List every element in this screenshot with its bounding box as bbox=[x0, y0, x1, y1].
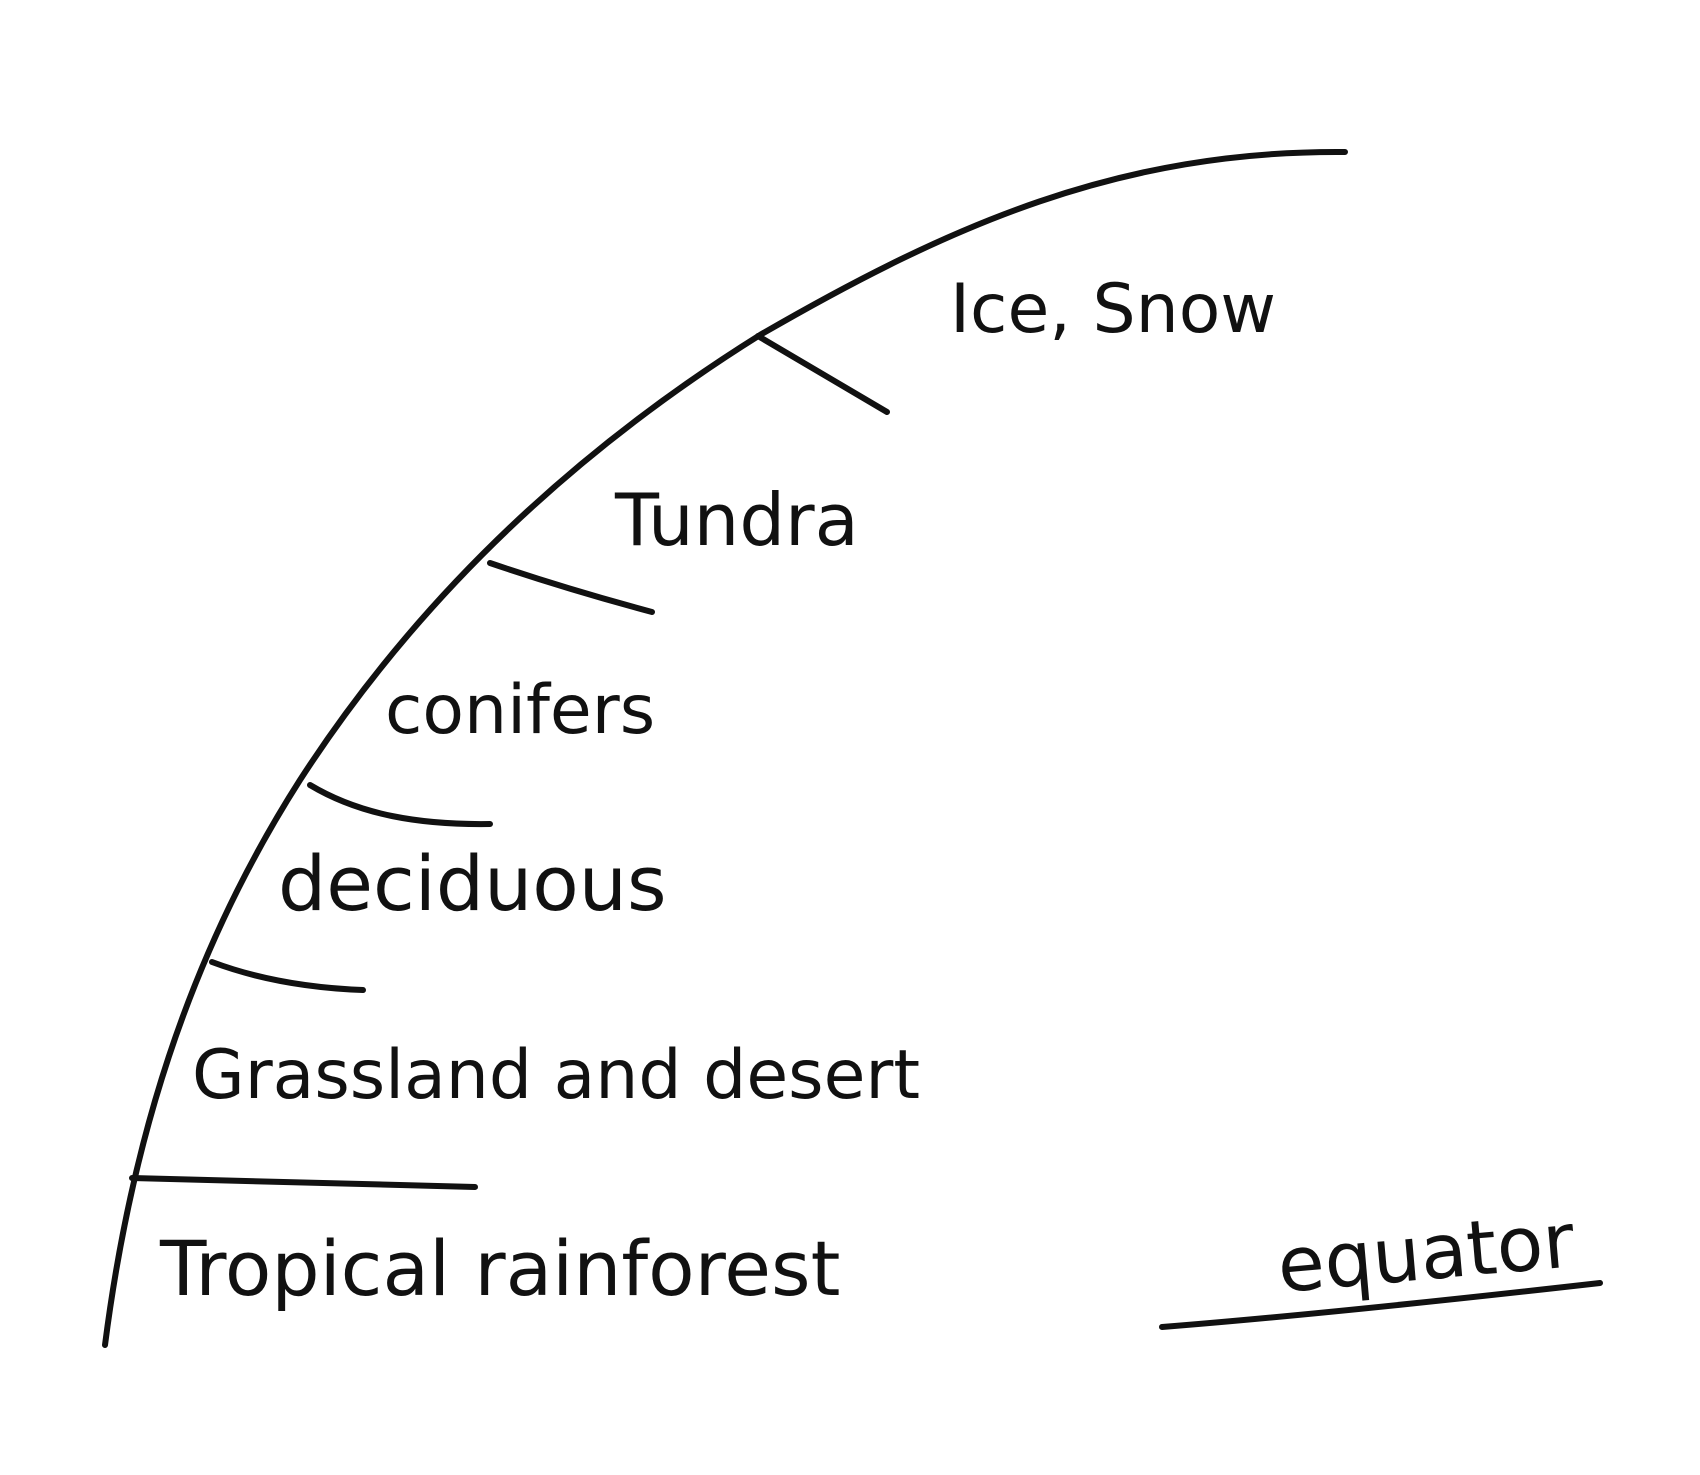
zone-label-conifers: conifers bbox=[385, 671, 655, 750]
zone-label-tropical-rainforest: Tropical rainforest bbox=[159, 1224, 840, 1313]
zone-label-tundra: Tundra bbox=[614, 478, 859, 562]
zone-label-ice-snow: Ice, Snow bbox=[950, 270, 1276, 349]
boundary-ice-tundra bbox=[755, 333, 890, 415]
zone-label-grassland-desert: Grassland and desert bbox=[192, 1036, 920, 1115]
boundary-deciduous-grassland bbox=[209, 959, 366, 993]
boundary-grassland-tropical bbox=[129, 1175, 478, 1190]
boundary-conifers-deciduous bbox=[307, 782, 493, 828]
equator-line bbox=[1159, 1280, 1603, 1330]
boundary-tundra-conifers bbox=[487, 560, 655, 615]
earth-curve bbox=[102, 148, 1348, 1348]
zone-label-deciduous: deciduous bbox=[278, 839, 667, 928]
